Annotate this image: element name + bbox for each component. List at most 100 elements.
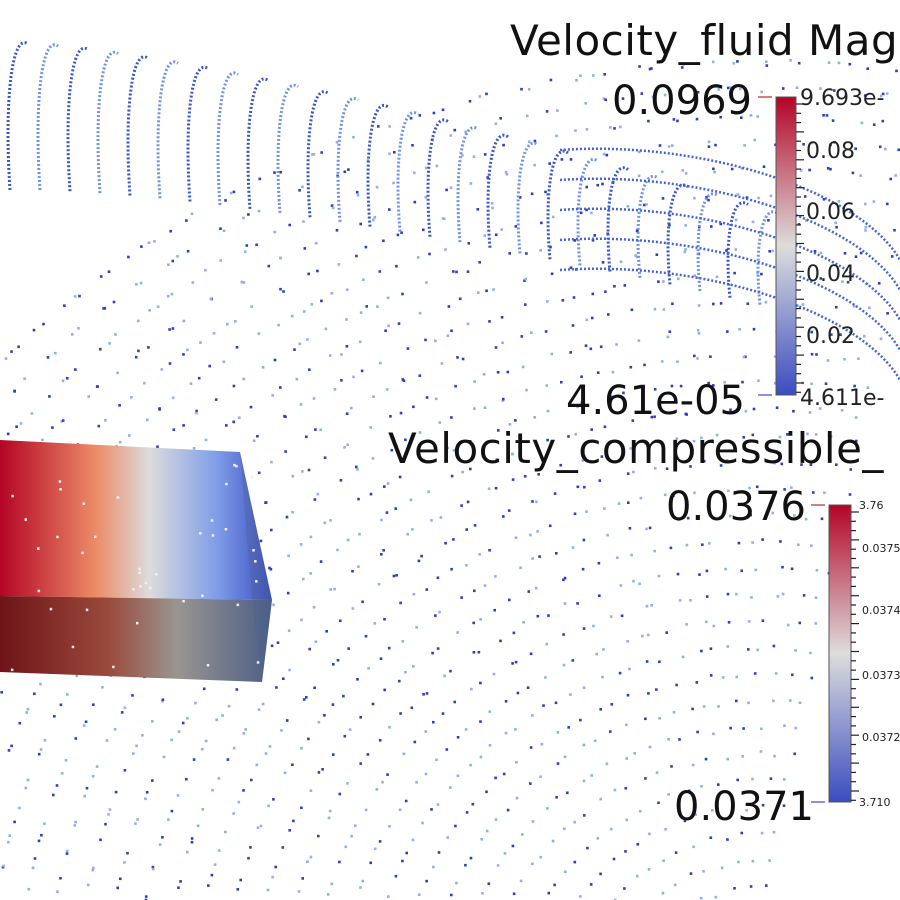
particle-point (686, 516, 690, 520)
particle-point (566, 791, 569, 795)
box-surface-point (11, 494, 14, 498)
particle-point (360, 369, 364, 373)
particle-point (317, 834, 320, 838)
particle-point (153, 240, 156, 243)
particle-point (502, 397, 505, 401)
particle-point (147, 346, 150, 349)
particle-point (664, 828, 667, 831)
particle-point (227, 704, 231, 708)
particle-point (658, 144, 662, 147)
particle-point (285, 515, 289, 519)
particle-point (773, 461, 776, 465)
particle-point (74, 820, 77, 824)
particle-point (810, 676, 814, 680)
particle-point (738, 328, 741, 331)
particle-point (488, 710, 492, 713)
streamline-arc (559, 237, 900, 351)
particle-point (504, 170, 508, 174)
particle-point (590, 316, 594, 320)
particle-point (544, 676, 547, 679)
particle-point (270, 528, 273, 532)
particle-point (859, 174, 862, 177)
particle-point (632, 579, 635, 583)
particle-point (691, 763, 695, 767)
particle-point (469, 182, 473, 185)
particle-point (31, 866, 35, 870)
particle-point (837, 61, 841, 65)
particle-point (502, 515, 505, 518)
particle-point (809, 651, 812, 655)
particle-point (692, 845, 695, 849)
particle-point (75, 674, 79, 678)
particle-point (818, 407, 822, 410)
particle-point (719, 115, 722, 119)
particle-point (325, 630, 328, 633)
particle-point (496, 371, 500, 374)
particle-point (629, 365, 633, 369)
particle-point (413, 740, 417, 744)
particle-point (840, 409, 844, 412)
particle-point (134, 355, 138, 359)
particle-point (344, 845, 348, 849)
particle-point (359, 886, 362, 889)
particle-point (291, 474, 295, 478)
particle-point (537, 473, 540, 476)
particle-point (64, 759, 68, 762)
particle-point (720, 866, 724, 870)
particle-point (802, 594, 806, 597)
particle-point (54, 351, 57, 355)
particle-point (747, 701, 750, 705)
particle-point (268, 745, 272, 748)
particle-point (767, 219, 770, 222)
particle-point (710, 225, 713, 228)
particle-point (436, 803, 440, 806)
particle-point (488, 548, 491, 552)
particle-point (644, 441, 648, 445)
box-surface-point (256, 661, 260, 664)
particle-point (481, 892, 484, 895)
particle-point (453, 700, 456, 704)
particle-point (140, 245, 143, 248)
particle-point (8, 834, 11, 837)
particle-point (450, 329, 453, 333)
particle-point (538, 555, 541, 558)
particle-point (516, 691, 520, 695)
particle-point (741, 755, 744, 758)
particle-point (494, 346, 498, 349)
particle-point (347, 168, 350, 171)
particle-point (733, 887, 736, 890)
particle-point (487, 487, 491, 490)
particle-point (317, 720, 321, 724)
particle-point (676, 360, 679, 363)
particle-point (273, 230, 277, 234)
particle-point (855, 439, 858, 443)
particle-point (314, 428, 317, 431)
particle-point (511, 662, 514, 665)
particle-point (522, 621, 525, 624)
particle-point (756, 115, 759, 118)
particle-point (186, 717, 189, 720)
particle-point (235, 688, 239, 691)
streamline-arc (336, 96, 359, 222)
particle-point (727, 621, 731, 624)
particle-point (711, 60, 715, 64)
particle-point (320, 299, 323, 303)
box-surface-point (225, 482, 228, 486)
particle-point (569, 351, 572, 354)
particle-point (333, 388, 337, 391)
particle-point (721, 676, 725, 679)
particle-point (18, 806, 21, 810)
particle-point (466, 322, 470, 326)
particle-point (548, 524, 552, 528)
particle-point (803, 195, 807, 198)
particle-point (483, 406, 487, 409)
particle-point (599, 345, 603, 349)
particle-point (338, 792, 342, 796)
particle-point (404, 438, 407, 442)
particle-point (879, 337, 883, 341)
box-surface-point (210, 519, 214, 522)
particle-point (591, 292, 595, 296)
particle-point (740, 116, 743, 119)
particle-point (585, 208, 588, 212)
